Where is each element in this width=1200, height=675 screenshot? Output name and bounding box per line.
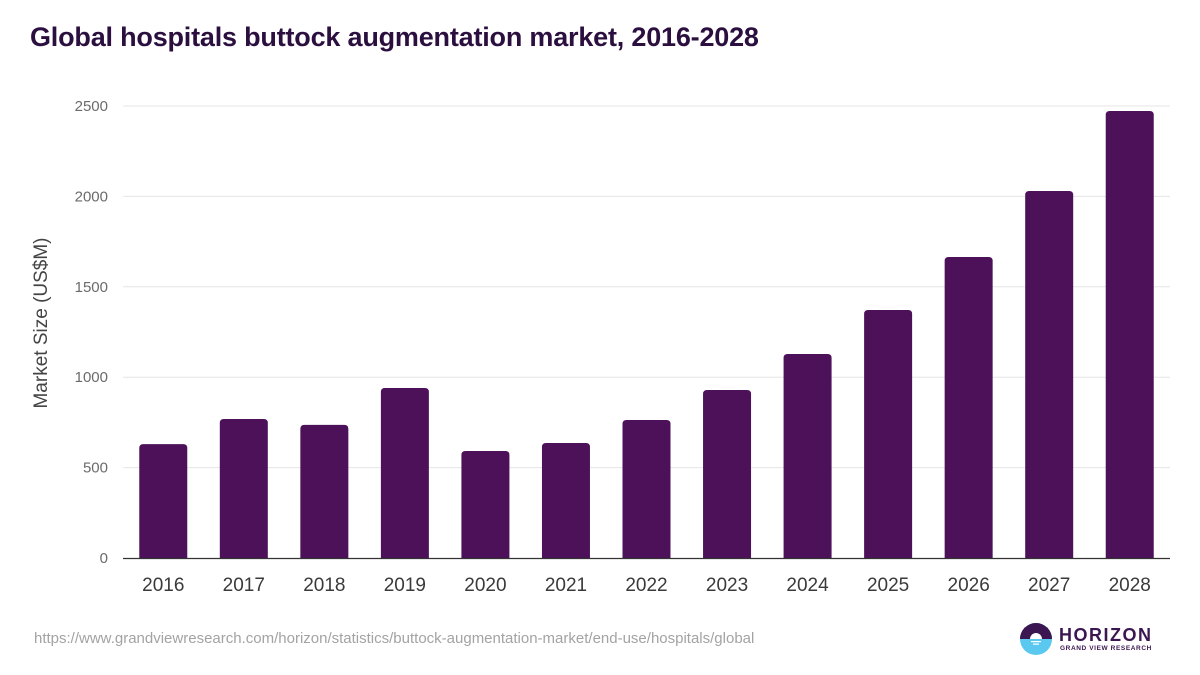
x-tick-label: 2027 (1028, 575, 1070, 596)
y-tick-label: 500 (83, 460, 108, 477)
x-axis-ticks: 2016 2017 2018 2019 2020 2021 2022 2023 2024 2025… (142, 575, 1151, 596)
bar-2016 (139, 444, 188, 558)
gridlines (123, 105, 1170, 469)
y-tick-label: 1500 (75, 279, 108, 296)
horizon-logo-icon (1020, 623, 1052, 655)
x-tick-label: 2016 (142, 575, 184, 596)
x-tick-label: 2017 (223, 575, 265, 596)
bar-2021 (541, 443, 590, 558)
x-tick-label: 2023 (706, 575, 748, 596)
logo-wordmark: HORIZON (1059, 625, 1153, 645)
x-tick-label: 2018 (303, 575, 345, 596)
bar-2020 (461, 450, 510, 558)
x-tick-label: 2021 (545, 575, 587, 596)
y-tick-label: 2500 (75, 98, 108, 115)
bar-2019 (380, 388, 429, 558)
x-tick-label: 2022 (625, 575, 667, 596)
bar-2022 (622, 420, 671, 558)
bar-chart: 0 500 1000 1500 2000 2500 2016 2017 2018 2019 202… (31, 98, 1170, 596)
bar-2025 (864, 309, 913, 558)
x-tick-label: 2020 (464, 575, 506, 596)
bar-2018 (300, 424, 349, 558)
x-tick-label: 2024 (786, 575, 829, 596)
source-url: https://www.grandviewresearch.com/horizo… (34, 630, 755, 647)
x-tick-label: 2019 (384, 575, 426, 596)
bar-2017 (219, 418, 268, 558)
y-tick-label: 2000 (75, 188, 108, 205)
x-tick-label: 2025 (867, 575, 909, 596)
y-axis-ticks: 0 500 1000 1500 2000 2500 (75, 98, 108, 567)
logo-subtitle: GRAND VIEW RESEARCH (1060, 645, 1152, 652)
bar-2023 (703, 390, 752, 558)
chart-title: Global hospitals buttock augmentation ma… (30, 22, 759, 52)
bar-2026 (944, 256, 993, 558)
horizon-logo: HORIZON GRAND VIEW RESEARCH (1019, 622, 1159, 658)
x-tick-label: 2026 (948, 575, 990, 596)
bar-2027 (1025, 190, 1074, 558)
bar-2028 (1105, 111, 1154, 558)
x-tick-label: 2028 (1109, 575, 1151, 596)
y-tick-label: 1000 (75, 369, 108, 386)
bars (139, 111, 1154, 558)
y-axis-label: Market Size (US$M) (31, 237, 52, 408)
y-tick-label: 0 (100, 550, 108, 567)
bar-2024 (783, 354, 832, 558)
